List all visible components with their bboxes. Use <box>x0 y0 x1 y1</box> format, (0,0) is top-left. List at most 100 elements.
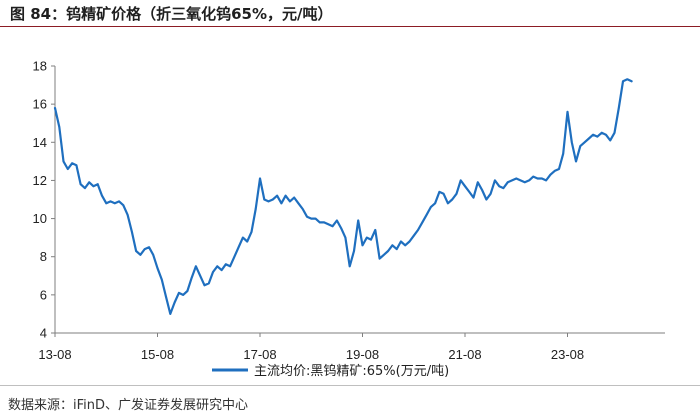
data-point <box>485 198 487 201</box>
y-tick-label: 18 <box>33 59 47 74</box>
x-tick-label: 15-08 <box>141 347 174 362</box>
data-point <box>426 214 428 216</box>
data-point <box>191 277 193 279</box>
data-point <box>314 218 317 220</box>
data-point <box>519 179 522 181</box>
source-note: 数据来源：iFinD、广发证券发展研究中心 <box>8 398 249 413</box>
data-point <box>528 179 530 181</box>
data-point <box>178 292 180 294</box>
data-point <box>127 214 129 216</box>
data-point <box>622 80 624 82</box>
data-point <box>58 126 60 128</box>
data-point <box>596 136 599 138</box>
data-point <box>212 271 214 273</box>
data-point <box>592 134 594 136</box>
data-point <box>233 256 235 258</box>
data-point <box>340 227 342 229</box>
data-point <box>631 80 633 82</box>
data-point <box>558 168 560 170</box>
data-point <box>323 221 325 223</box>
data-point <box>297 202 299 204</box>
data-point <box>374 229 376 231</box>
data-point <box>554 170 556 172</box>
y-tick-label: 16 <box>33 97 47 112</box>
data-point <box>88 181 90 183</box>
data-point <box>383 254 385 256</box>
data-point <box>336 219 338 222</box>
data-point <box>131 231 133 233</box>
data-point <box>588 137 590 140</box>
data-point <box>195 265 197 267</box>
y-tick-label: 8 <box>40 249 47 264</box>
y-tick-label: 14 <box>33 135 47 150</box>
data-point <box>216 265 218 267</box>
data-point <box>203 284 206 286</box>
data-point <box>114 202 116 204</box>
data-point <box>494 179 496 181</box>
data-point <box>421 221 423 223</box>
data-point <box>575 160 577 162</box>
data-point <box>613 132 616 134</box>
data-point <box>400 240 402 243</box>
data-point <box>101 195 103 197</box>
data-point <box>109 200 112 202</box>
data-point <box>67 168 69 170</box>
data-point <box>579 145 581 147</box>
data-point <box>417 229 419 231</box>
data-point <box>460 179 462 181</box>
x-tick-label: 21-08 <box>448 347 481 362</box>
chart-axes <box>54 66 665 334</box>
y-axis-ticks: 4 6 8 10 12 14 16 18 <box>33 59 55 341</box>
data-point <box>250 231 253 233</box>
data-point <box>626 78 628 80</box>
legend-label: 主流均价:黑钨精矿:65%(万元/吨) <box>254 363 449 379</box>
data-point <box>97 183 99 185</box>
y-tick-label: 10 <box>33 211 47 226</box>
data-point <box>379 258 381 260</box>
data-point <box>139 254 141 256</box>
data-point <box>54 107 56 109</box>
data-point <box>182 294 184 296</box>
data-point <box>464 185 466 187</box>
data-point <box>584 141 586 143</box>
data-point <box>618 107 620 109</box>
data-point <box>225 263 227 265</box>
data-point <box>174 301 176 304</box>
data-point <box>472 197 475 199</box>
data-point <box>532 176 534 178</box>
x-tick-label: 13-08 <box>38 347 71 362</box>
data-point <box>451 198 453 201</box>
data-point <box>490 193 492 195</box>
data-point <box>455 193 458 195</box>
data-point <box>293 197 295 199</box>
data-point <box>481 189 483 191</box>
data-point <box>498 185 500 187</box>
data-point <box>302 208 304 210</box>
data-point <box>161 279 163 281</box>
series-line-tungsten-concentrate <box>53 78 633 315</box>
data-point <box>122 204 124 206</box>
data-point <box>285 195 287 197</box>
data-point <box>255 208 257 210</box>
x-tick-label: 19-08 <box>346 347 379 362</box>
data-point <box>515 177 517 180</box>
data-point <box>332 225 334 227</box>
data-point <box>571 141 573 143</box>
data-point <box>609 139 611 141</box>
data-point <box>208 282 210 284</box>
data-point <box>349 265 351 267</box>
data-point <box>148 246 150 248</box>
data-point <box>605 134 607 136</box>
y-tick-label: 4 <box>40 326 47 341</box>
data-point <box>280 202 282 204</box>
data-point <box>404 244 406 246</box>
data-point <box>537 177 539 180</box>
data-point <box>511 179 513 181</box>
data-point <box>267 200 270 202</box>
data-point <box>387 250 389 252</box>
data-point <box>105 202 107 204</box>
data-point <box>601 132 603 134</box>
data-point <box>545 179 547 181</box>
data-point <box>75 164 77 166</box>
data-point <box>238 246 240 248</box>
